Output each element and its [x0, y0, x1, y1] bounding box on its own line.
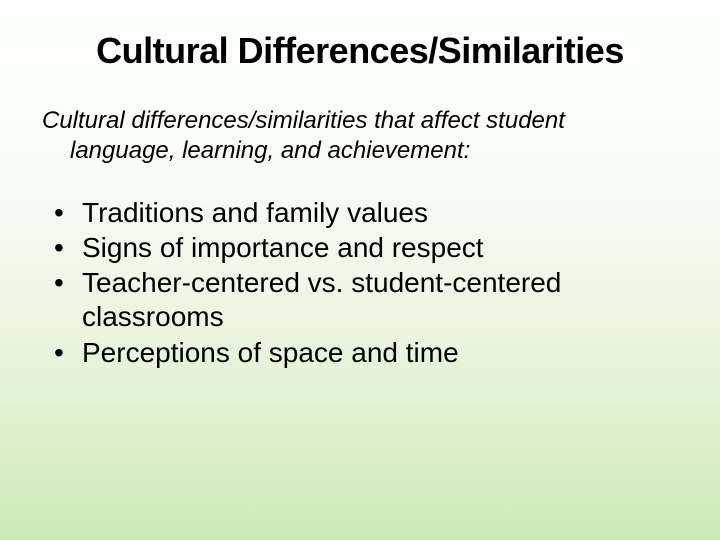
bullet-item: Perceptions of space and time	[48, 336, 680, 370]
bullet-item: Teacher-centered vs. student-centered cl…	[48, 266, 680, 334]
bullet-item: Traditions and family values	[48, 196, 680, 230]
bullet-list: Traditions and family values Signs of im…	[40, 196, 680, 370]
intro-line-1: Cultural differences/similarities that a…	[42, 107, 565, 134]
intro-line-2: language, learning, and achievement:	[42, 136, 680, 166]
bullet-item: Signs of importance and respect	[48, 231, 680, 265]
intro-text: Cultural differences/similarities that a…	[40, 106, 680, 166]
presentation-slide: Cultural Differences/Similarities Cultur…	[0, 0, 720, 540]
slide-title: Cultural Differences/Similarities	[40, 30, 680, 72]
